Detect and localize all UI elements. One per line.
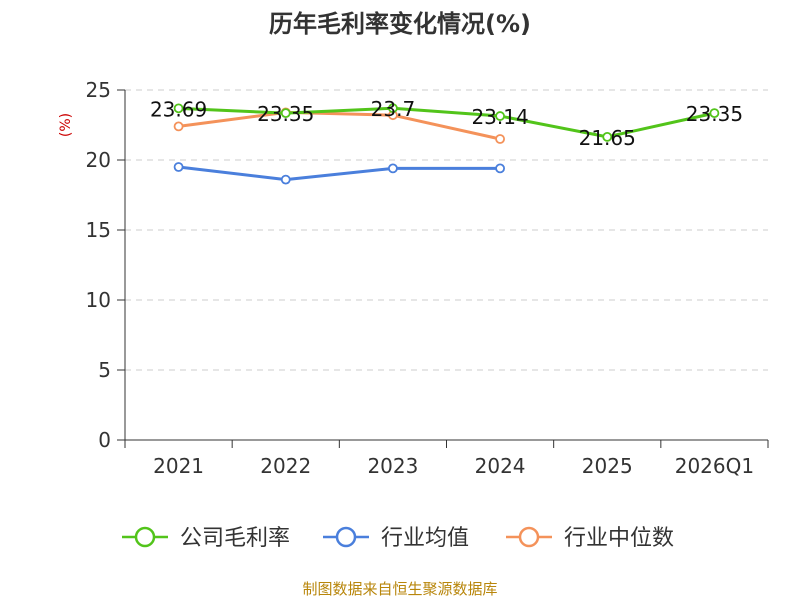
chart-title: 历年毛利率变化情况(%)	[269, 10, 531, 38]
legend-label: 行业中位数	[564, 526, 674, 551]
y-tick-label: 15	[86, 218, 111, 242]
legend-label: 行业均值	[381, 526, 469, 551]
data-point	[602, 131, 613, 142]
data-label: 23.35	[686, 102, 743, 126]
legend-marker	[518, 526, 540, 548]
data-point	[709, 108, 720, 118]
data-point	[280, 108, 291, 118]
y-tick-label: 5	[98, 358, 111, 382]
series-line	[178, 110, 501, 141]
series-line	[178, 106, 715, 139]
series-layer	[173, 103, 720, 185]
y-tick-label: 10	[86, 288, 111, 312]
data-point	[495, 163, 505, 174]
data-point	[388, 163, 398, 174]
x-axis-ticks: 2021 2022 2023 2024 2025 2026Q1	[124, 440, 769, 478]
data-label: 23.69	[150, 97, 207, 121]
x-tick-label: 2023	[367, 454, 418, 478]
legend: 公司毛利率 行业均值 行业中位数	[122, 526, 674, 551]
source-note: 制图数据来自恒生聚源数据库	[302, 580, 497, 598]
data-label: 23.35	[257, 102, 314, 126]
x-tick-label: 2022	[260, 454, 311, 478]
data-point	[280, 174, 291, 185]
data-label: 21.65	[579, 126, 636, 150]
data-point	[173, 121, 184, 132]
data-labels: 23.69 23.35 23.7 23.14 21.65 23.35	[150, 97, 743, 150]
y-axis-label: (%)	[58, 113, 74, 137]
x-tick-label: 2026Q1	[675, 454, 754, 478]
data-label: 23.14	[471, 105, 528, 129]
x-tick-label: 2021	[153, 454, 204, 478]
data-point	[495, 111, 505, 121]
grid-lines	[125, 89, 768, 371]
y-tick-label: 0	[98, 428, 111, 452]
data-label: 23.7	[371, 97, 416, 121]
legend-marker	[335, 526, 357, 548]
y-tick-label: 20	[86, 148, 111, 172]
data-point	[173, 103, 184, 114]
legend-marker	[134, 526, 156, 548]
legend-label: 公司毛利率	[180, 526, 290, 551]
y-axis-ticks: 0 5 10 15 20 25	[86, 78, 125, 452]
data-point	[495, 134, 505, 144]
data-point	[388, 103, 398, 114]
y-tick-label: 25	[86, 78, 111, 102]
x-tick-label: 2024	[475, 454, 526, 478]
x-tick-label: 2025	[582, 454, 633, 478]
axes	[124, 90, 768, 441]
data-point	[173, 162, 184, 172]
series-line	[178, 165, 501, 182]
